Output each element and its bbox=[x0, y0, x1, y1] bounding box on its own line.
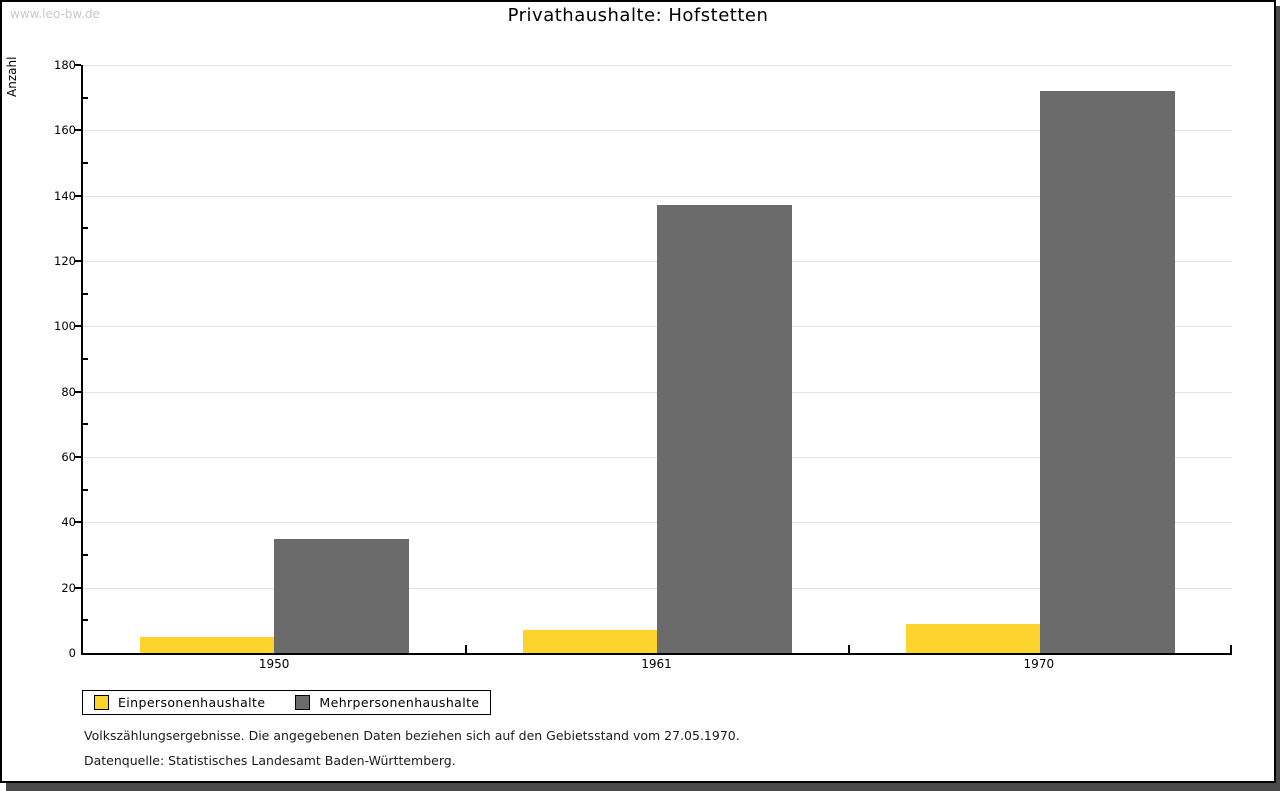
gridline-160 bbox=[83, 130, 1232, 132]
legend-item-einpersonenhaushalte: Einpersonenhaushalte bbox=[94, 695, 265, 710]
gridline-140 bbox=[83, 195, 1232, 197]
y-axis-minor-tick-90 bbox=[83, 358, 88, 360]
bar-mehrpersonenhaushalte-1950 bbox=[274, 538, 409, 653]
y-axis-major-tick-160 bbox=[75, 129, 81, 132]
legend: Einpersonenhaushalte Mehrpersonenhaushal… bbox=[82, 690, 492, 715]
bar-group-1970 bbox=[849, 65, 1232, 653]
y-axis-major-tick-80 bbox=[75, 390, 81, 393]
legend-swatch-mehrpersonenhaushalte bbox=[295, 695, 311, 710]
x-tick-label-1950: 1950 bbox=[258, 657, 290, 671]
y-tick-label-40: 40 bbox=[61, 515, 76, 530]
gridline-180 bbox=[83, 65, 1232, 66]
y-axis-minor-tick-170 bbox=[83, 96, 88, 99]
footnote-census: Volkszählungsergebnisse. Die angegebenen… bbox=[84, 728, 740, 743]
bar-einpersonenhaushalte-1950 bbox=[140, 636, 275, 653]
y-axis-major-tick-40 bbox=[75, 521, 81, 524]
footnote-source: Datenquelle: Statistisches Landesamt Bad… bbox=[84, 753, 456, 768]
y-axis-minor-tick-150 bbox=[83, 162, 88, 164]
legend-label-mehrpersonenhaushalte: Mehrpersonenhaushalte bbox=[319, 695, 480, 710]
y-axis-minor-tick-30 bbox=[83, 554, 88, 557]
y-axis-major-tick-180 bbox=[75, 64, 81, 66]
bar-mehrpersonenhaushalte-1970 bbox=[1040, 91, 1175, 653]
y-axis-major-tick-100 bbox=[75, 325, 81, 328]
y-axis-minor-tick-130 bbox=[83, 227, 88, 230]
y-tick-label-60: 60 bbox=[61, 450, 76, 465]
y-axis-major-tick-60 bbox=[75, 456, 81, 459]
x-axis-tick-1970 bbox=[847, 645, 850, 653]
y-tick-label-160: 160 bbox=[54, 123, 76, 138]
y-axis-major-tick-120 bbox=[75, 260, 81, 263]
chart-title: Privathaushalte: Hofstetten bbox=[507, 5, 769, 26]
y-axis-minor-tick-70 bbox=[83, 423, 88, 426]
y-tick-label-140: 140 bbox=[54, 188, 76, 203]
y-tick-label-0: 0 bbox=[68, 646, 76, 660]
frame-shadow-right bbox=[1276, 6, 1280, 791]
y-axis-minor-tick-10 bbox=[83, 619, 88, 622]
bar-einpersonenhaushalte-1970 bbox=[906, 623, 1041, 653]
y-axis-major-tick-140 bbox=[75, 194, 81, 197]
y-tick-label-180: 180 bbox=[54, 58, 76, 72]
y-tick-label-80: 80 bbox=[61, 384, 76, 399]
bar-mehrpersonenhaushalte-1961 bbox=[657, 205, 792, 653]
y-axis-major-tick-20 bbox=[75, 586, 81, 589]
plot-area bbox=[75, 64, 1232, 655]
y-tick-labels: 0 20 40 60 80 100 120 140 160 180 bbox=[2, 58, 76, 660]
y-tick-label-120: 120 bbox=[54, 254, 76, 269]
x-axis-end-tick bbox=[1230, 645, 1232, 653]
bar-group-1961 bbox=[466, 65, 849, 653]
x-tick-labels: 1950 1961 1970 bbox=[83, 657, 1230, 673]
legend-label-einpersonenhaushalte: Einpersonenhaushalte bbox=[118, 695, 266, 710]
watermark: www.leo-bw.de bbox=[10, 7, 100, 21]
legend-swatch-einpersonenhaushalte bbox=[94, 695, 109, 710]
x-axis-tick-1961 bbox=[464, 645, 467, 653]
legend-item-mehrpersonenhaushalte: Mehrpersonenhaushalte bbox=[295, 695, 479, 710]
x-tick-label-1961: 1961 bbox=[641, 657, 672, 671]
y-axis-minor-tick-50 bbox=[83, 488, 88, 491]
x-tick-label-1970: 1970 bbox=[1023, 657, 1055, 671]
frame-shadow-bottom bbox=[6, 783, 1280, 791]
y-tick-label-20: 20 bbox=[61, 580, 76, 595]
bar-einpersonenhaushalte-1961 bbox=[523, 630, 658, 653]
y-tick-label-100: 100 bbox=[54, 319, 76, 334]
bar-group-1950 bbox=[83, 65, 466, 653]
y-axis-minor-tick-110 bbox=[83, 292, 88, 295]
